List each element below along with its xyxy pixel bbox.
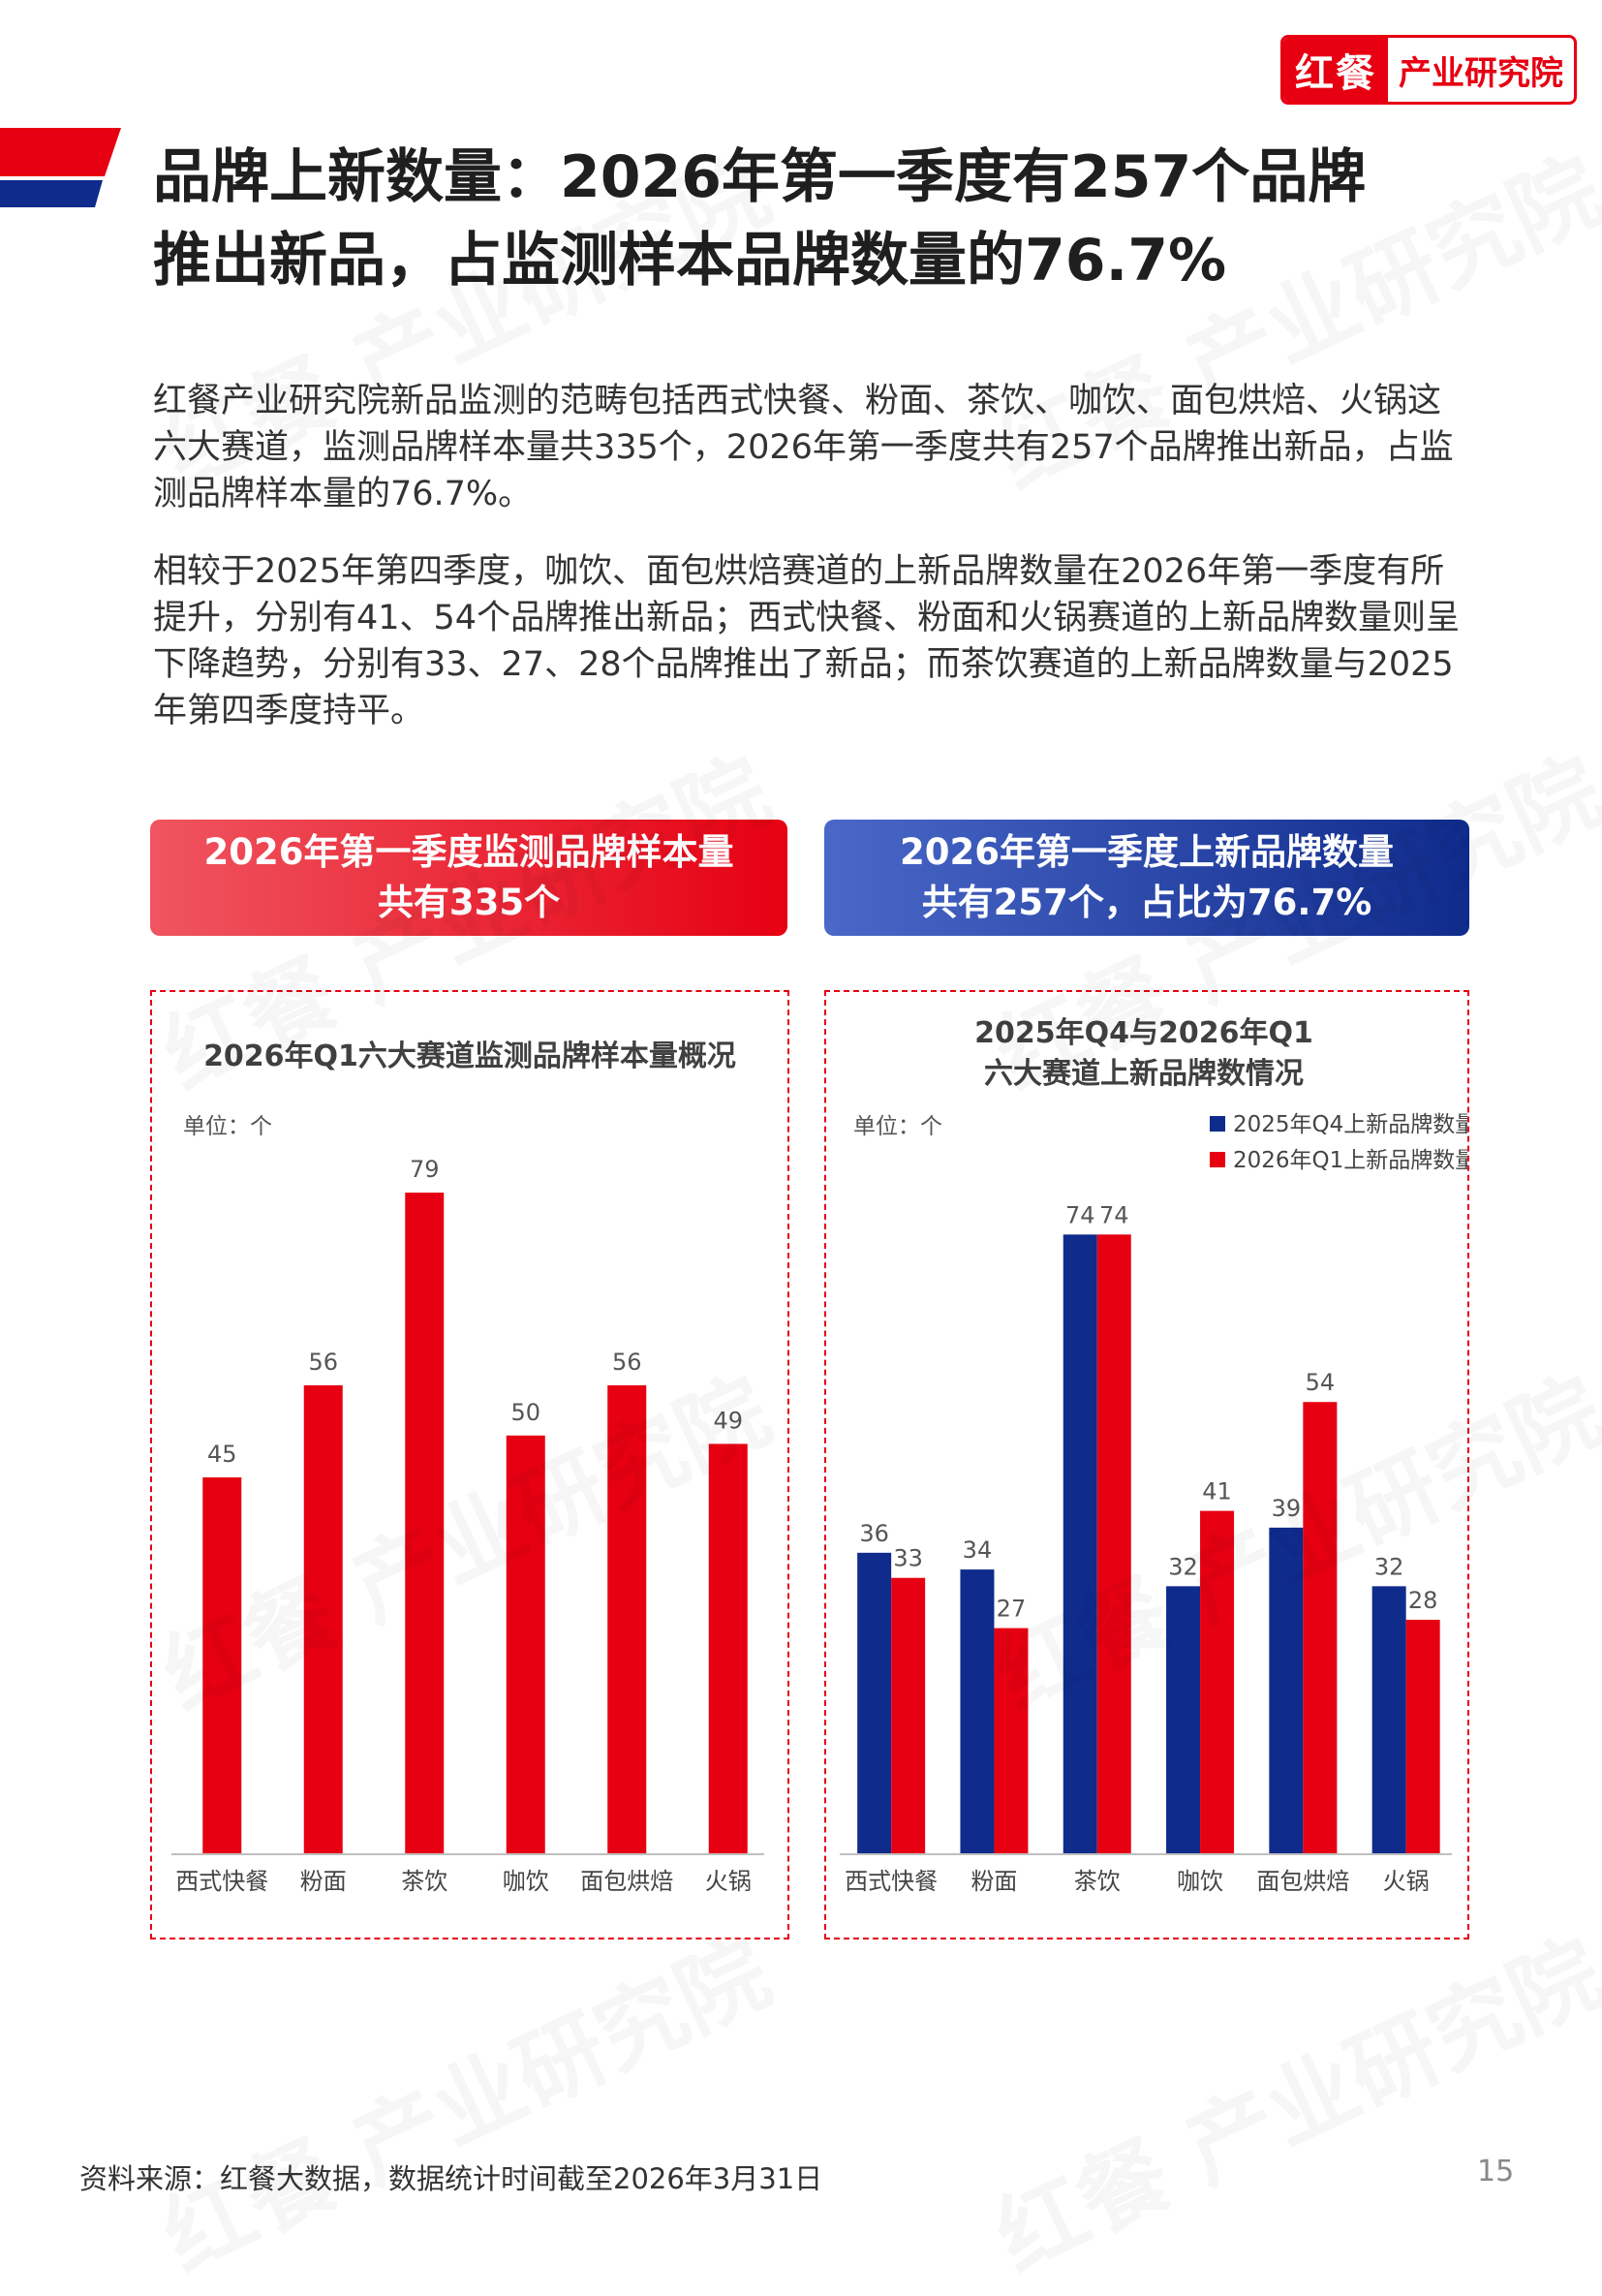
data-label: 39	[1272, 1495, 1302, 1522]
page-title-line2: 推出新品，占监测样本品牌数量的76.7%	[153, 227, 1227, 295]
bar-2025q4	[1063, 1234, 1097, 1854]
legend-label-2025q4: 2025年Q4上新品牌数量	[1233, 1112, 1467, 1137]
bar	[506, 1435, 545, 1854]
page-title-line1: 品牌上新数量：2026年第一季度有257个品牌	[153, 143, 1367, 211]
bar	[607, 1384, 647, 1854]
data-label: 54	[1306, 1369, 1336, 1396]
page-number: 15	[1477, 2155, 1515, 2188]
x-tick-label: 粉面	[300, 1868, 347, 1895]
sample-size-banner-line2: 共有335个	[377, 882, 561, 923]
new-brands-banner-line2: 共有257个，占比为76.7%	[921, 882, 1372, 923]
chart2-unit-label: 单位：个	[853, 1114, 942, 1139]
sample-size-banner: 2026年第一季度监测品牌样本量 共有335个	[150, 820, 787, 936]
bar	[405, 1193, 445, 1854]
data-label: 27	[997, 1596, 1027, 1623]
data-source-note: 资料来源：红餐大数据，数据统计时间截至2026年3月31日	[79, 2162, 823, 2195]
bar	[708, 1443, 748, 1854]
bar-2026q1	[1405, 1619, 1440, 1854]
bar-2026q1	[994, 1628, 1029, 1854]
logo-text: 产业研究院	[1399, 53, 1563, 93]
new-brands-banner-line1: 2026年第一季度上新品牌数量	[900, 831, 1394, 873]
legend-swatch-2026q1	[1210, 1152, 1225, 1167]
legend-label-2026q1: 2026年Q1上新品牌数量	[1233, 1148, 1467, 1173]
sample-size-chart: 2026年Q1六大赛道监测品牌样本量概况 单位：个 45 西式快餐 56 粉面 79 茶饮…	[171, 1039, 764, 1895]
x-tick-label: 面包烘焙	[580, 1868, 673, 1895]
data-label: 28	[1408, 1587, 1438, 1614]
bar-2025q4	[1371, 1586, 1406, 1854]
new-brands-banner: 2026年第一季度上新品牌数量 共有257个，占比为76.7%	[824, 820, 1469, 936]
page-title: 品牌上新数量：2026年第一季度有257个品牌 推出新品，占监测样本品牌数量的7…	[153, 136, 1490, 302]
title-accent-stripes	[0, 128, 121, 207]
bar-2025q4	[1269, 1527, 1304, 1854]
chart2-title-line2: 六大赛道上新品牌数情况	[984, 1057, 1304, 1091]
brand-logo: 红餐 产业研究院	[1280, 35, 1577, 105]
x-tick-label: 面包烘焙	[1256, 1868, 1349, 1895]
chart2-title-line1: 2025年Q4与2026年Q1	[974, 1016, 1313, 1050]
data-label: 50	[510, 1399, 540, 1426]
new-brands-chart-panel: 2025年Q4与2026年Q1 六大赛道上新品牌数情况 单位：个 2025年Q4…	[824, 990, 1469, 1939]
comparison-paragraph: 相较于2025年第四季度，咖饮、面包烘焙赛道的上新品牌数量在2026年第一季度有…	[153, 552, 1461, 730]
bar	[303, 1384, 343, 1854]
bar-2026q1	[1096, 1234, 1131, 1854]
x-tick-label: 茶饮	[1074, 1868, 1121, 1895]
data-label: 74	[1099, 1201, 1129, 1228]
data-label: 36	[859, 1520, 889, 1547]
bar-2025q4	[857, 1552, 892, 1854]
watermark: 红餐 产业研究院	[139, 1902, 787, 2295]
intro-paragraph: 红餐产业研究院新品监测的范畴包括西式快餐、粉面、茶饮、咖饮、面包烘焙、火锅这六大…	[153, 382, 1454, 513]
bar-2025q4	[960, 1569, 995, 1854]
data-label: 56	[308, 1349, 338, 1376]
legend-swatch-2025q4	[1210, 1116, 1225, 1132]
chart1-title: 2026年Q1六大赛道监测品牌样本量概况	[203, 1039, 736, 1073]
x-tick-label: 西式快餐	[845, 1868, 938, 1895]
bar-2025q4	[1166, 1586, 1201, 1854]
bar	[202, 1477, 242, 1854]
x-tick-label: 火锅	[1383, 1868, 1430, 1895]
x-tick-label: 咖饮	[1177, 1868, 1223, 1895]
data-label: 45	[207, 1441, 237, 1468]
data-label: 74	[1065, 1201, 1095, 1228]
x-tick-label: 火锅	[705, 1868, 752, 1895]
x-tick-label: 茶饮	[401, 1868, 447, 1895]
data-label: 49	[713, 1407, 743, 1434]
data-label: 32	[1374, 1553, 1404, 1580]
data-label: 41	[1202, 1478, 1232, 1505]
x-tick-label: 西式快餐	[175, 1868, 268, 1895]
chart1-unit-label: 单位：个	[183, 1114, 272, 1139]
sample-size-chart-panel: 2026年Q1六大赛道监测品牌样本量概况 单位：个 45 西式快餐 56 粉面 79 茶饮…	[150, 990, 789, 1939]
data-label: 33	[893, 1545, 923, 1572]
sample-size-banner-line1: 2026年第一季度监测品牌样本量	[203, 831, 734, 873]
bar-2026q1	[1303, 1402, 1338, 1854]
data-label: 56	[612, 1349, 642, 1376]
logo-brand: 红餐	[1283, 38, 1388, 102]
data-label: 34	[963, 1536, 993, 1564]
x-tick-label: 咖饮	[503, 1868, 549, 1895]
new-brands-chart: 2025年Q4与2026年Q1 六大赛道上新品牌数情况 单位：个 2025年Q4…	[840, 1016, 1467, 1895]
watermark: 红餐 产业研究院	[972, 1902, 1602, 2295]
bar-2026q1	[1200, 1510, 1235, 1854]
data-label: 32	[1168, 1553, 1198, 1580]
bar-2026q1	[891, 1577, 926, 1854]
x-tick-label: 粉面	[970, 1868, 1017, 1895]
data-label: 79	[410, 1156, 440, 1183]
